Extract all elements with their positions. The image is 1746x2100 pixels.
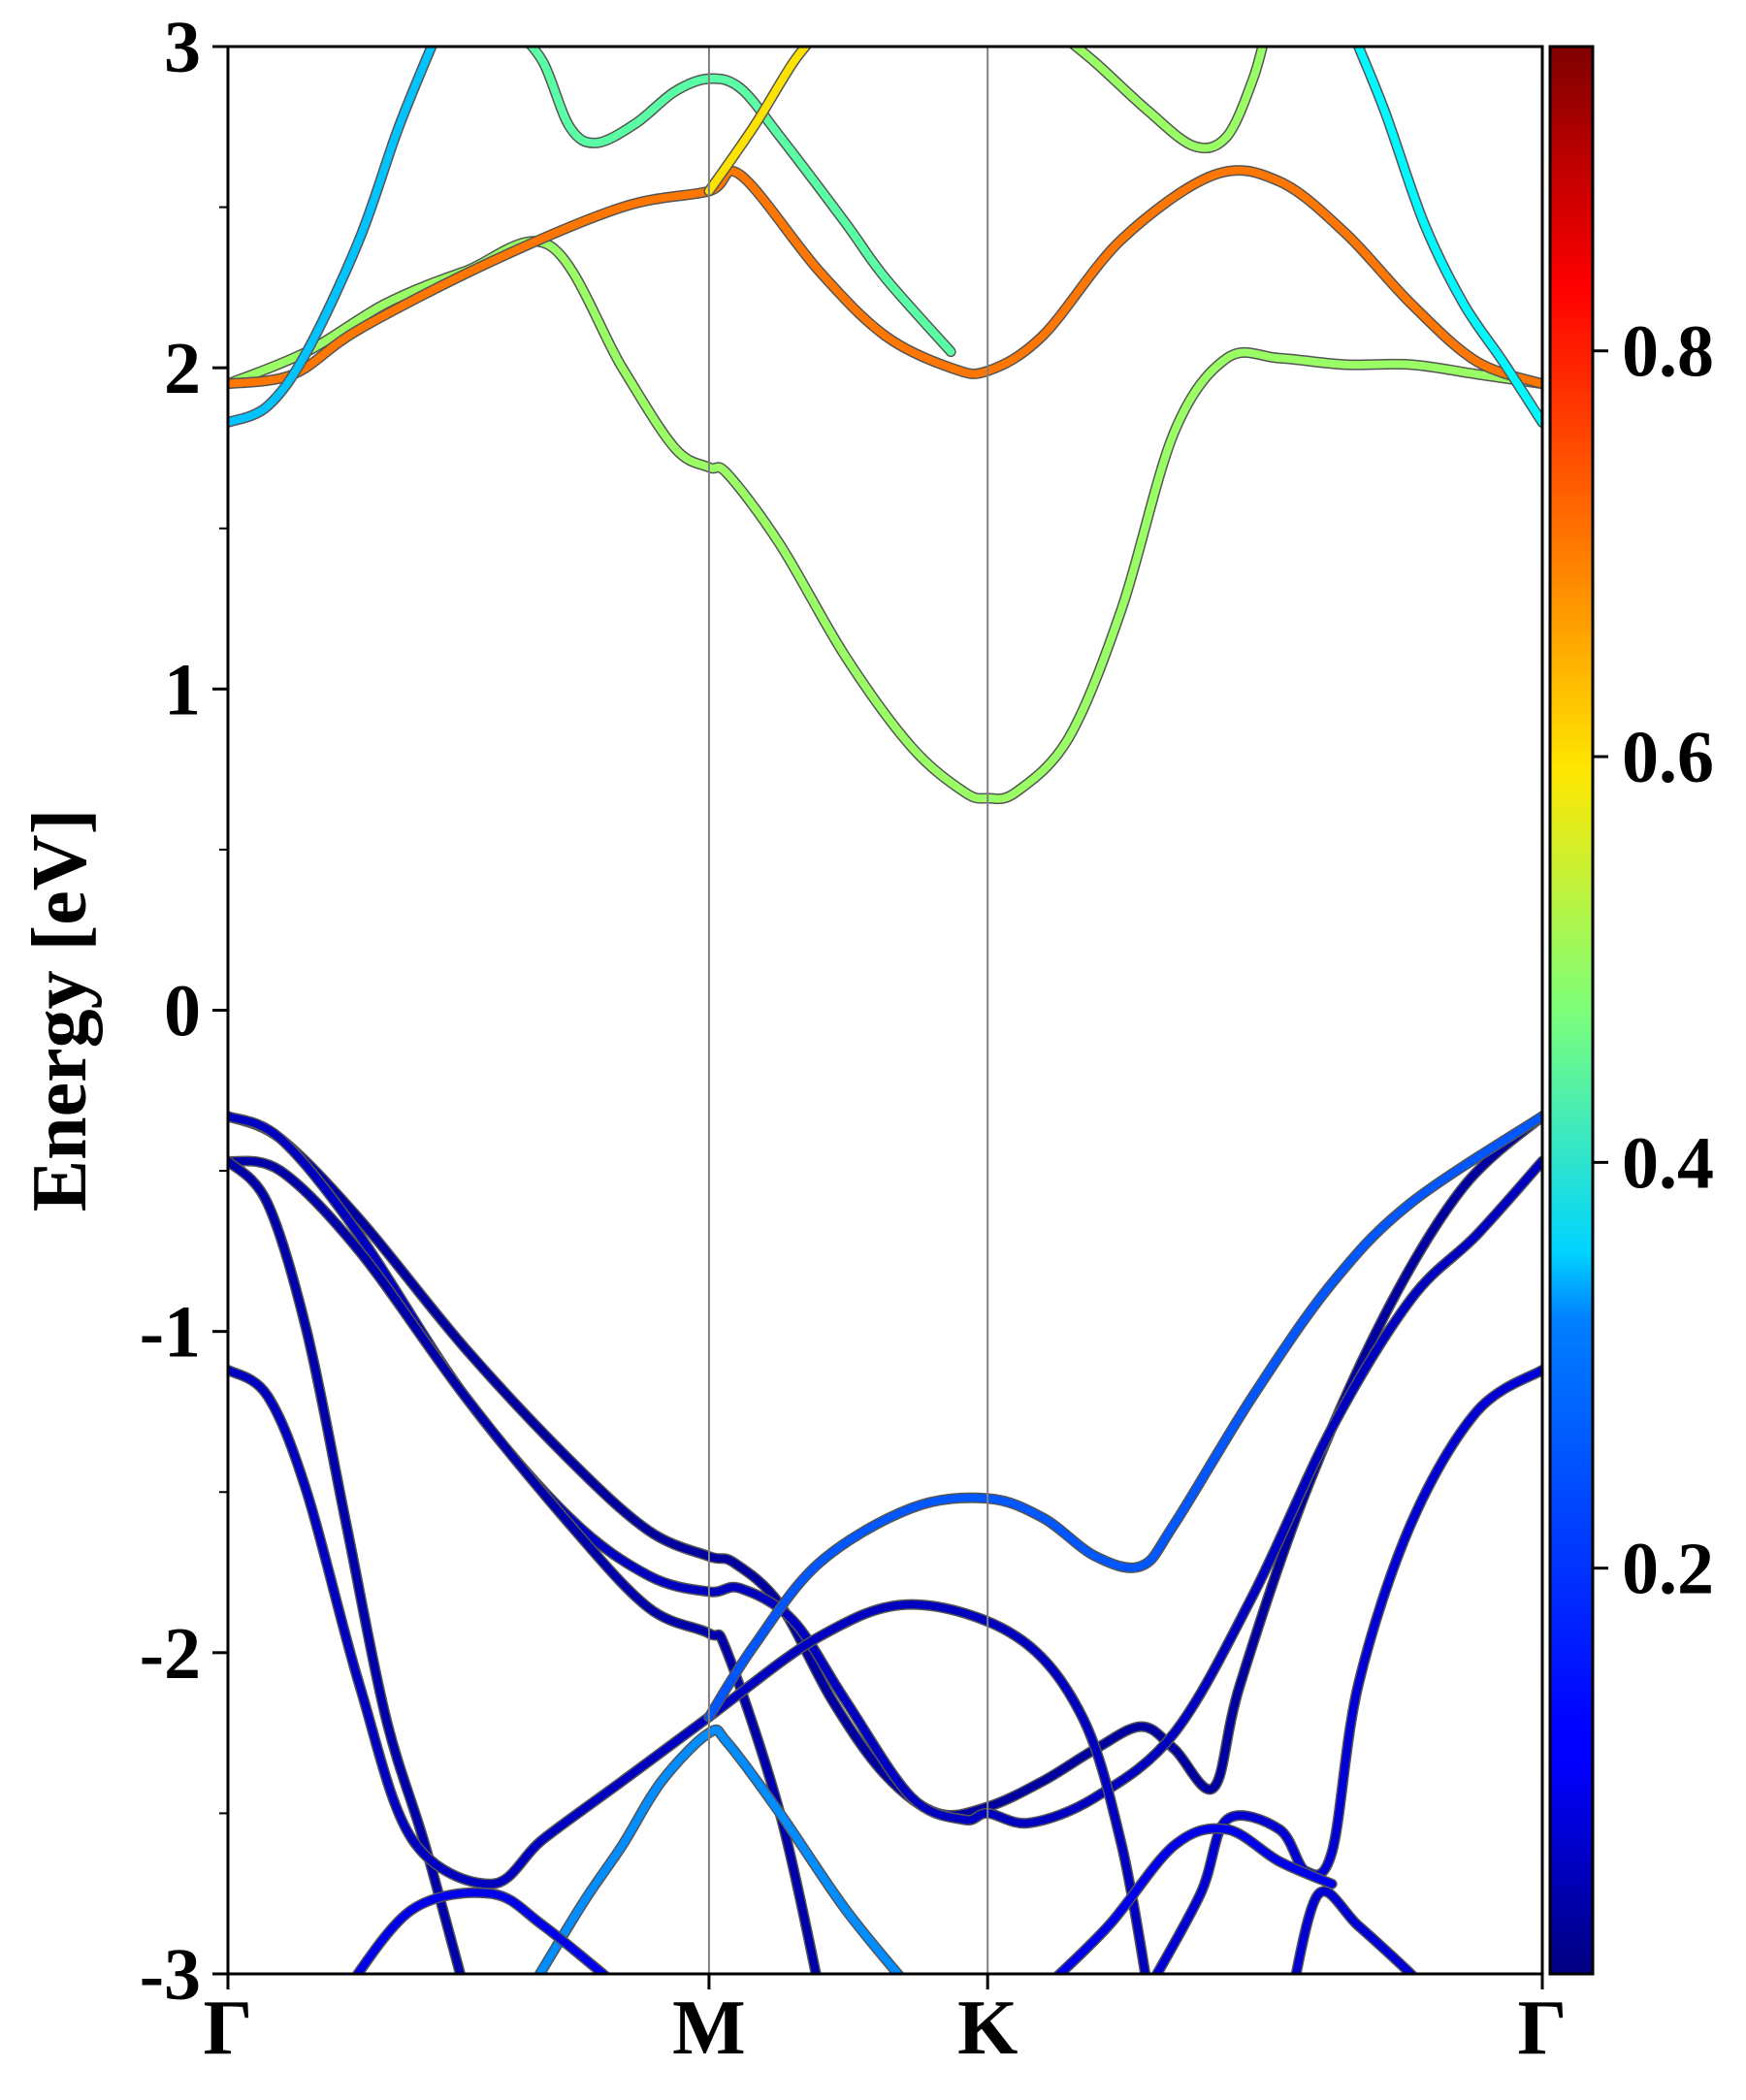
band-outline-VB1 — [228, 1111, 1542, 1821]
y-axis: 3 2 1 0 -1 -2 -3 — [140, 7, 228, 2016]
band-VB8 — [534, 1726, 903, 1974]
band-VB10 — [1053, 1825, 1337, 1974]
band-VB4 — [228, 1157, 465, 1974]
kpoint-separators — [707, 47, 989, 1974]
band-CB4 — [527, 47, 955, 356]
x-tick-label: K — [957, 1986, 1018, 2071]
band-outline-CB3 — [228, 47, 437, 428]
band-outline-VB8 — [534, 1724, 905, 1974]
band-CB5 — [704, 47, 811, 196]
band-outline-VB2 — [228, 1111, 1542, 1829]
band-CB3 — [228, 47, 436, 427]
y-tick-label: -1 — [140, 1292, 201, 1373]
band-CB2 — [228, 166, 1542, 388]
colorbar-tick-label: 0.2 — [1622, 1529, 1714, 1610]
band-VB9 — [353, 1889, 609, 1974]
y-tick-label: 0 — [164, 971, 201, 1052]
y-tick-label: -2 — [140, 1613, 201, 1695]
band-VB2 — [228, 1112, 1542, 1827]
y-tick-label: 2 — [164, 328, 201, 409]
colorbar: 0.2 0.4 0.6 0.8 — [1548, 45, 1714, 1976]
y-tick-label: -3 — [140, 1934, 201, 2016]
y-axis-label: Energy [eV] — [17, 809, 103, 1212]
band-CB7 — [1354, 47, 1542, 427]
colorbar-tick-label: 0.8 — [1622, 311, 1714, 393]
band-CB1 — [228, 237, 1542, 803]
colorbar-tick-label: 0.6 — [1622, 717, 1714, 798]
band-VB11 — [1292, 1888, 1417, 1974]
band-outline-VB5 — [228, 1364, 1151, 1974]
band-VB6 — [704, 1112, 1542, 1722]
band-outline-CB4 — [525, 47, 956, 358]
band-VB5 — [228, 1366, 1149, 1974]
band-VB3 — [228, 1156, 821, 1974]
y-tick-label: 3 — [164, 7, 201, 88]
y-tick-label: 1 — [164, 649, 201, 730]
x-tick-label: Γ — [1518, 1986, 1568, 2071]
band-CB6 — [1070, 47, 1267, 152]
x-tick-label: M — [672, 1986, 746, 2071]
band-VB1 — [228, 1112, 1542, 1820]
colorbar-gradient — [1548, 45, 1595, 1976]
colorbar-tick-label: 0.4 — [1622, 1122, 1714, 1204]
x-tick-label: Γ — [204, 1986, 253, 2071]
band-VB7 — [1152, 1366, 1542, 1974]
bands-layer — [228, 47, 1542, 1974]
